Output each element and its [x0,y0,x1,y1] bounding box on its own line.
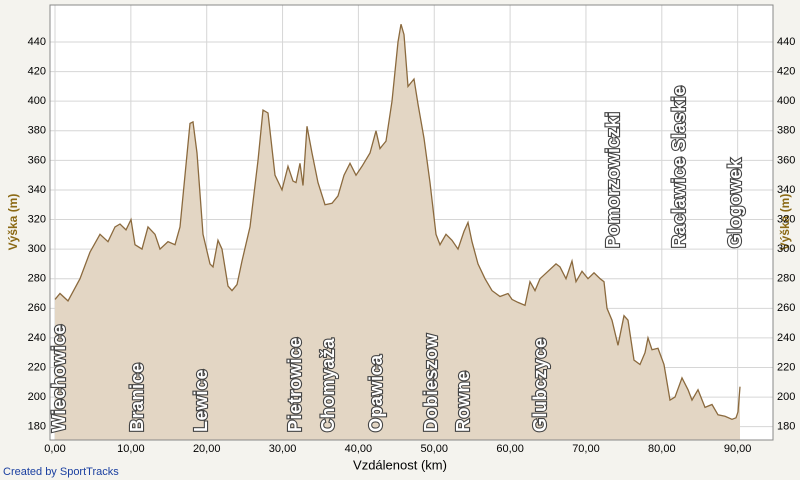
y2-tick-label: 180 [777,421,795,433]
y2-tick-label: 340 [777,184,795,196]
waypoint-label: Raclawice Slaskie [669,85,689,248]
waypoint-label: Opawica [366,354,386,432]
x-tick-label: 90,00 [724,443,752,455]
y-tick-label: 340 [28,184,46,196]
y2-tick-label: 300 [777,243,795,255]
y2-tick-label: 320 [777,213,795,225]
waypoint-label: Rowne [453,370,473,432]
y2-tick-label: 200 [777,391,795,403]
y2-axis-label: Výška (m) [778,194,792,251]
y2-tick-label: 360 [777,154,795,166]
waypoint-label: Chomyaža [318,337,338,432]
y2-tick-label: 440 [777,36,795,48]
y2-tick-label: 240 [777,332,795,344]
x-tick-label: 20,00 [193,443,221,455]
y-tick-label: 420 [28,65,46,77]
y2-tick-label: 260 [777,302,795,314]
y2-tick-label: 280 [777,273,795,285]
waypoint-label: Glubczyce [530,337,550,432]
y-axis-label: Výška (m) [6,194,20,251]
y-tick-label: 320 [28,213,46,225]
y-tick-label: 240 [28,332,46,344]
y-tick-label: 300 [28,243,46,255]
y2-tick-label: 420 [777,65,795,77]
elevation-line [54,24,741,421]
waypoint-label: Glogowek [725,158,745,248]
credit[interactable]: Created by SportTracks [3,466,119,478]
waypoint-label: Lewice [191,369,211,432]
y-tick-label: 360 [28,154,46,166]
area-fill [55,24,740,440]
y-tick-label: 180 [28,421,46,433]
y-tick-label: 440 [28,36,46,48]
y-tick-label: 280 [28,273,46,285]
x-axis-label: Vzdálenost (km) [353,457,447,472]
x-tick-label: 60,00 [496,443,524,455]
y-tick-label: 380 [28,125,46,137]
y2-tick-label: 220 [777,361,795,373]
y2-tick-label: 380 [777,125,795,137]
x-tick-label: 50,00 [420,443,448,455]
waypoint-label: Pietrowice [285,337,305,432]
x-tick-label: 0,00 [44,443,65,455]
y2-tick-label: 400 [777,95,795,107]
y-tick-label: 400 [28,95,46,107]
x-tick-label: 40,00 [345,443,373,455]
x-tick-label: 80,00 [648,443,676,455]
y-tick-label: 200 [28,391,46,403]
waypoint-label: Pomorzowiczki [603,111,623,248]
x-tick-label: 10,00 [117,443,145,455]
plot-area [49,4,774,441]
waypoint-label: Dobieszow [421,333,441,432]
waypoint-label: Branice [127,362,147,432]
y-tick-label: 260 [28,302,46,314]
y-tick-label: 220 [28,361,46,373]
waypoint-label: Wiechowice [49,324,69,432]
x-tick-label: 30,00 [269,443,297,455]
x-tick-label: 70,00 [572,443,600,455]
